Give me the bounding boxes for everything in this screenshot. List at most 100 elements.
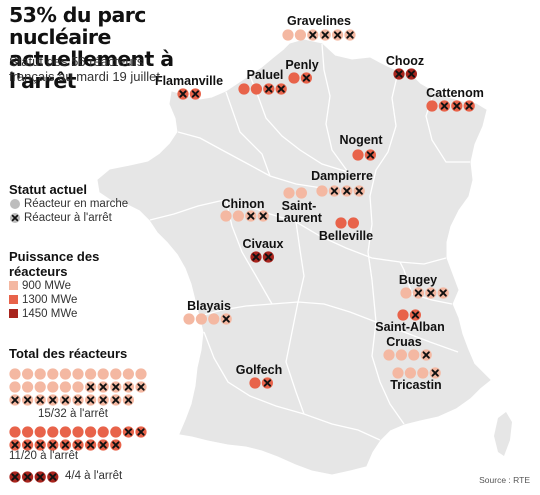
- reactor-marker: [250, 251, 262, 263]
- title-line-1: 53% du parc nucléaire: [9, 3, 146, 49]
- legend-power-swatch: [9, 309, 18, 318]
- region-border: [285, 221, 305, 415]
- legend-total-reactor: [22, 426, 34, 438]
- legend-running-label: Réacteur en marche: [24, 198, 129, 210]
- legend-total-reactor: [59, 426, 71, 438]
- legend-total-reactor: [97, 394, 109, 406]
- reactor-marker: [232, 210, 244, 222]
- legend-total-reactor: [59, 394, 71, 406]
- source-credit: Source : RTE: [479, 475, 530, 485]
- plant-belleville: Belleville: [319, 217, 373, 243]
- region-border: [367, 223, 405, 425]
- reactor-marker: [220, 210, 232, 222]
- reactor-marker: [404, 367, 416, 379]
- reactor-marker: [208, 313, 220, 325]
- plant-label: Blayais: [187, 299, 231, 313]
- reactor-marker: [392, 367, 404, 379]
- legend-total-reactor: [22, 439, 34, 451]
- legend-total-reactor: [34, 471, 46, 483]
- reactor-marker: [383, 349, 395, 361]
- reactor-marker: [425, 287, 437, 299]
- france-land: [97, 39, 512, 475]
- reactor-marker: [245, 210, 257, 222]
- plant-label: Tricastin: [390, 378, 441, 392]
- reactor-marker: [426, 100, 438, 112]
- reactor-marker: [220, 313, 232, 325]
- mainland-france: [97, 39, 491, 475]
- legend-total-reactor: [122, 394, 134, 406]
- plant-label: Paluel: [247, 68, 284, 82]
- legend-total-reactor: [72, 368, 84, 380]
- plant-label: Nogent: [339, 133, 383, 147]
- reactor-marker: [352, 149, 364, 161]
- legend-power-swatch: [9, 281, 18, 290]
- reactor-marker: [332, 29, 344, 41]
- legend-power-heading: Puissance des réacteurs: [9, 249, 100, 279]
- region-border: [199, 301, 459, 353]
- reactor-marker: [250, 83, 262, 95]
- legend-total-reactor: [135, 381, 147, 393]
- legend-power-900-label: 900 MWe: [22, 280, 72, 292]
- legend-total-reactor: [34, 439, 46, 451]
- legend-total-reactor: [47, 439, 59, 451]
- reactor-marker: [238, 83, 250, 95]
- legend-total-reactor: [122, 381, 134, 393]
- legend-total-reactor: [97, 439, 109, 451]
- reactor-marker: [412, 287, 424, 299]
- legend-total-reactor: [47, 471, 59, 483]
- reactor-marker: [249, 377, 261, 389]
- reactor-marker: [195, 313, 207, 325]
- reactor-marker: [335, 217, 347, 229]
- reactor-marker: [300, 72, 312, 84]
- plant-penly: Penly: [285, 58, 319, 84]
- legend-total-reactor: [110, 368, 122, 380]
- reactor-marker: [364, 149, 376, 161]
- reactor-marker: [393, 68, 405, 80]
- legend-total-reactor: [22, 381, 34, 393]
- plant-paluel: Paluel: [238, 68, 287, 95]
- reactor-marker: [429, 367, 441, 379]
- legend-total-reactor: [47, 426, 59, 438]
- reactor-marker: [261, 377, 273, 389]
- reactor-marker: [177, 88, 189, 100]
- legend-total-reactor: [72, 426, 84, 438]
- legend-total-reactor: [9, 394, 21, 406]
- plant-chooz: Chooz: [386, 54, 424, 80]
- legend-total-reactor: [59, 439, 71, 451]
- legend-symbols: [9, 199, 147, 483]
- plant-label: Chooz: [386, 54, 424, 68]
- plant-label: Chinon: [221, 197, 264, 211]
- legend-total-900-label: 15/32 à l'arrêt: [38, 408, 108, 420]
- legend-total-reactor: [72, 381, 84, 393]
- plant-golfech: Golfech: [236, 363, 282, 389]
- reactor-marker: [262, 251, 274, 263]
- plant-label: Gravelines: [287, 14, 351, 28]
- reactor-marker: [295, 187, 307, 199]
- legend-total-reactor: [47, 381, 59, 393]
- legend-totals-heading: Total des réacteurs: [9, 346, 128, 361]
- plant-label: Civaux: [243, 237, 284, 251]
- reactor-marker: [451, 100, 463, 112]
- page-title: 53% du parc nucléaire actuellement à l'a…: [9, 4, 229, 92]
- plant-label: Saint-Alban: [375, 320, 444, 334]
- plant-cattenom: Cattenom: [426, 86, 484, 112]
- plant-bugey: Bugey: [399, 273, 449, 299]
- reactor-marker: [420, 349, 432, 361]
- reactor-marker: [294, 29, 306, 41]
- legend-total-reactor: [72, 394, 84, 406]
- reactor-marker: [438, 100, 450, 112]
- legend-total-reactor: [47, 368, 59, 380]
- reactor-marker: [257, 210, 269, 222]
- legend-power-1300-label: 1300 MWe: [22, 294, 78, 306]
- reactor-marker: [347, 217, 359, 229]
- region-border: [369, 71, 399, 225]
- plant-tricastin: Tricastin: [390, 367, 442, 392]
- legend-total-900-grid: [9, 368, 147, 406]
- reactor-marker: [405, 68, 417, 80]
- legend-total-reactor: [59, 381, 71, 393]
- legend-power-swatch: [9, 295, 18, 304]
- legend-total-reactor: [34, 394, 46, 406]
